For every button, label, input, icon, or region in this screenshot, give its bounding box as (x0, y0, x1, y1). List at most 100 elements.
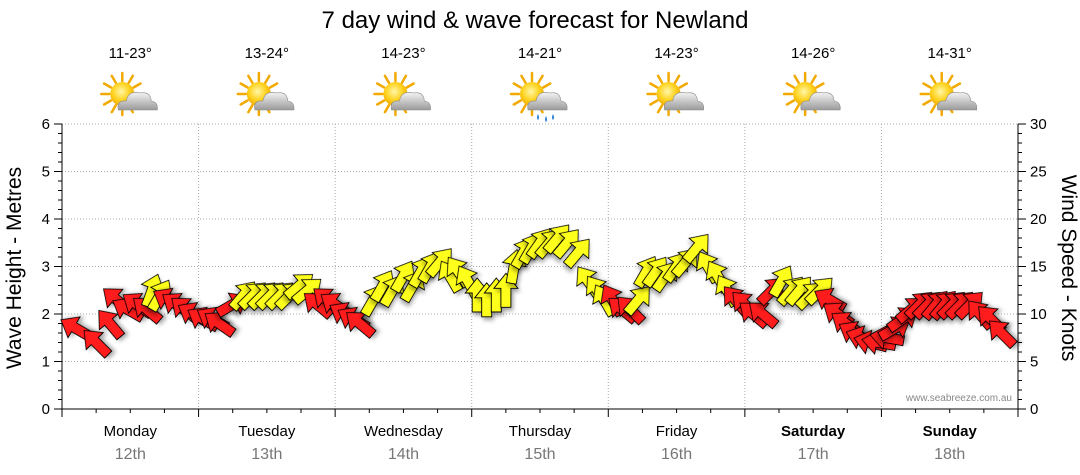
sun-ray (815, 82, 825, 89)
sun-ray (239, 99, 249, 106)
left-tick-label: 6 (42, 116, 50, 133)
day-name: Tuesday (238, 423, 295, 440)
wind-arrow (681, 233, 709, 265)
sun-ray (785, 82, 796, 89)
day-name: Thursday (509, 423, 572, 440)
day-date: 18th (934, 446, 965, 463)
sun-ray (512, 99, 522, 106)
day-date: 14th (388, 446, 419, 463)
sun-ray (793, 74, 800, 84)
sun-ray (785, 99, 796, 106)
sun-ray (247, 104, 254, 114)
sun-ray (405, 82, 415, 89)
day-date: 12th (115, 446, 146, 463)
wind-arrow (989, 320, 1018, 350)
right-tick-label: 10 (1030, 306, 1047, 323)
axis-ticks: 0 1 2 3 4 5 6 0 5 10 15 20 25 30 (42, 116, 1047, 418)
sun-ray (102, 82, 113, 89)
sun-cloud-icon (782, 71, 841, 117)
sun-cloud-icon (646, 71, 704, 117)
sun-ray (110, 74, 118, 84)
cloud-shape (663, 92, 704, 111)
sun-ray (400, 74, 408, 84)
sun-ray (951, 82, 962, 89)
wind-arrows (60, 224, 1018, 359)
left-tick-label: 3 (42, 259, 50, 276)
sun-ray (922, 99, 932, 106)
sun-ray (239, 82, 249, 89)
day-temperature: 14-23° (654, 45, 698, 62)
right-tick-label: 20 (1030, 211, 1047, 228)
day-temperature: 14-31° (928, 45, 972, 62)
day-temperature: 14-23° (381, 45, 425, 62)
day-temperature: 13-24° (245, 45, 289, 62)
sun-ray (520, 74, 527, 84)
sun-cloud-rain-icon (509, 71, 568, 122)
cloud-shape (390, 92, 431, 111)
day-date: 17th (798, 446, 829, 463)
cloud-shape (937, 92, 978, 111)
wind-arrow (622, 286, 650, 317)
rain-drop (545, 116, 547, 122)
chart-title: 7 day wind & wave forecast for Newland (322, 7, 749, 34)
left-tick-label: 5 (42, 164, 50, 181)
left-axis-label: Wave Height - Metres (3, 167, 26, 369)
sun-cloud-icon (373, 71, 431, 117)
sun-ray (102, 99, 113, 106)
left-tick-label: 1 (42, 354, 50, 371)
weather-icons: 11-23° 13-24° 14-23° 14-21° 14-23° 14-26° 14-3… (100, 45, 978, 122)
day-date: 13th (251, 446, 282, 463)
sun-ray (929, 74, 937, 84)
sun-ray (537, 74, 544, 84)
rain-drop (552, 114, 554, 120)
sun-ray (383, 74, 391, 84)
sun-ray (132, 82, 142, 89)
right-tick-label: 25 (1030, 164, 1047, 181)
sun-ray (649, 99, 659, 106)
right-axis-label: Wind Speed - Knots (1057, 175, 1080, 362)
left-tick-label: 2 (42, 306, 50, 323)
sun-ray (520, 104, 527, 114)
sun-ray (929, 104, 937, 114)
wind-arrow (562, 238, 590, 270)
sun-ray (649, 82, 659, 89)
sun-ray (810, 74, 817, 84)
sun-cloud-icon (236, 71, 295, 117)
sun-ray (375, 99, 386, 106)
day-name: Friday (656, 423, 698, 440)
sun-ray (793, 104, 800, 114)
day-date: 16th (661, 446, 692, 463)
right-tick-label: 15 (1030, 259, 1047, 276)
right-tick-label: 0 (1030, 401, 1038, 418)
sun-ray (656, 104, 664, 114)
day-name: Sunday (923, 423, 978, 440)
rain-drop (537, 114, 539, 120)
sun-ray (110, 104, 118, 114)
sun-ray (678, 82, 689, 89)
cloud-shape (254, 92, 295, 111)
day-name: Saturday (781, 423, 846, 440)
credit-text: www.seabreeze.com.au (905, 393, 1012, 404)
right-tick-label: 30 (1030, 116, 1047, 133)
sun-ray (946, 74, 954, 84)
cloud-shape (800, 92, 841, 111)
sun-ray (268, 82, 279, 89)
day-temperature: 14-21° (518, 45, 562, 62)
day-temperature: 11-23° (109, 45, 152, 62)
sun-ray (383, 104, 391, 114)
day-temperature: 14-26° (791, 45, 835, 62)
sun-ray (512, 82, 522, 89)
sun-ray (922, 82, 932, 89)
wind-arrow (83, 329, 113, 359)
cloud-shape (527, 92, 568, 111)
cloud-shape (117, 92, 158, 111)
sun-ray (542, 82, 552, 89)
sun-ray (247, 74, 254, 84)
plot-grid (62, 123, 1018, 409)
right-tick-label: 5 (1030, 354, 1038, 371)
left-tick-label: 0 (42, 401, 50, 418)
day-name: Monday (104, 423, 158, 440)
sun-ray (127, 74, 135, 84)
left-tick-label: 4 (42, 211, 50, 228)
